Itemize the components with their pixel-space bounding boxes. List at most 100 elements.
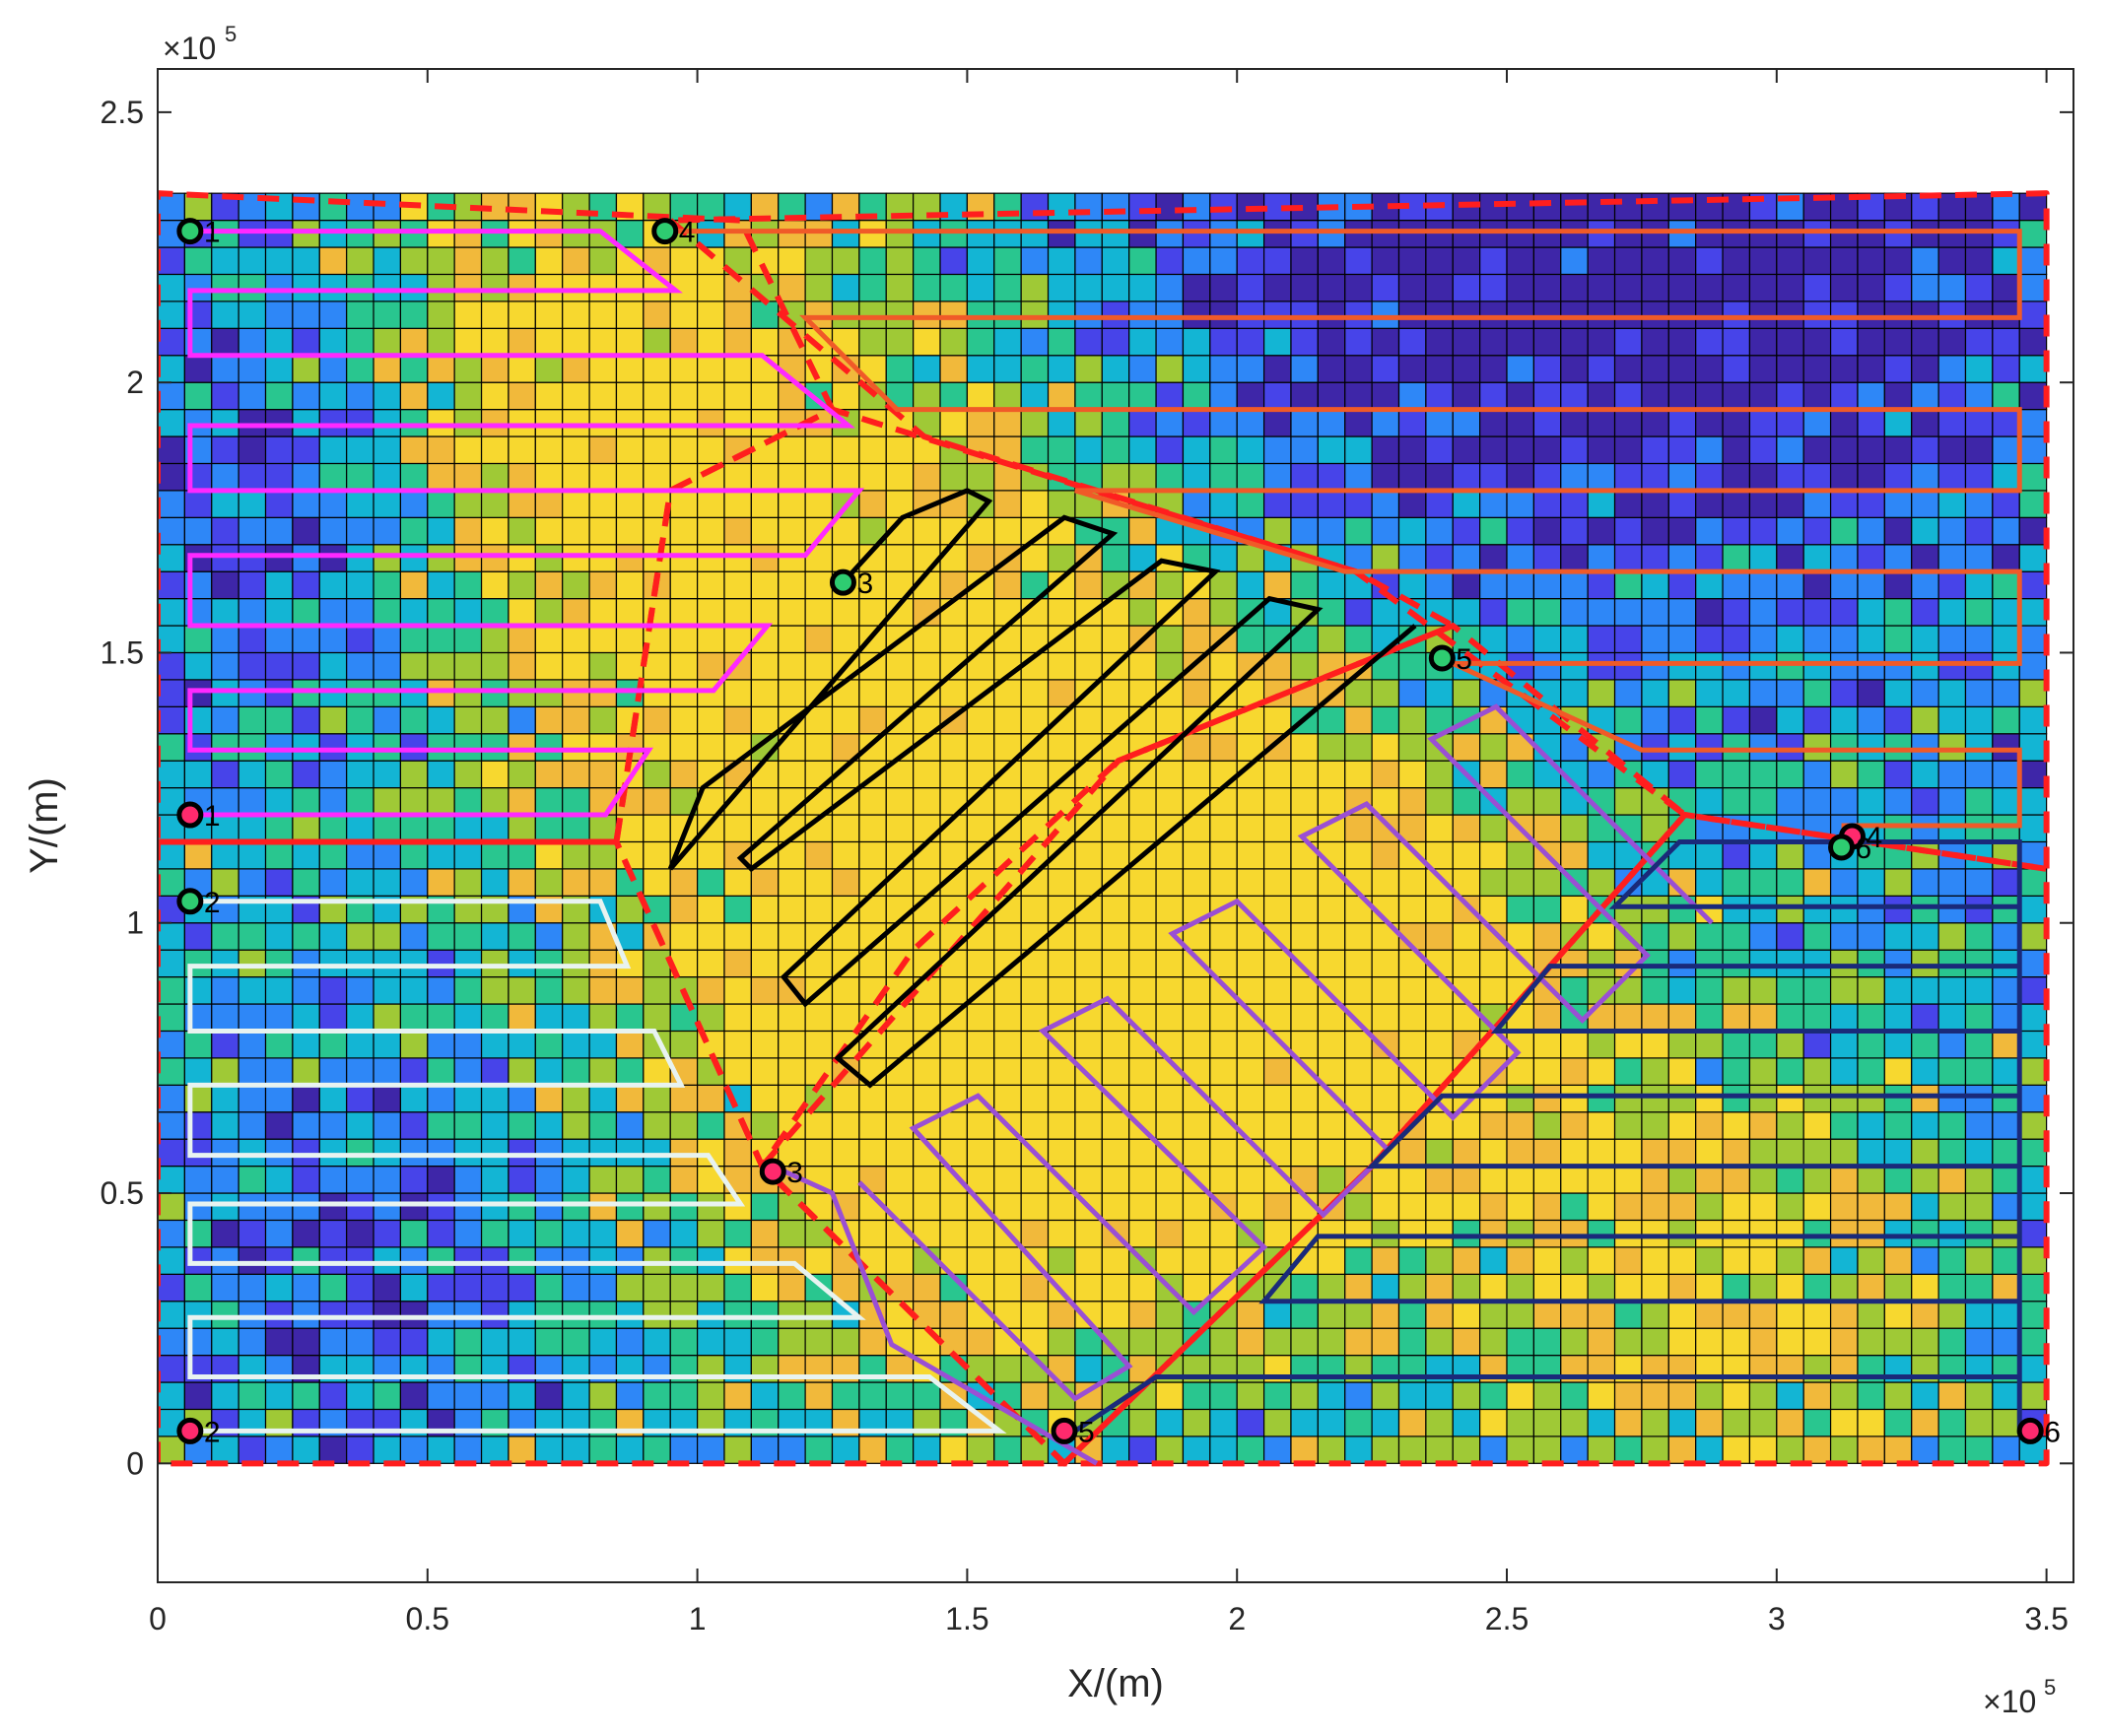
heatmap-cell <box>1317 1301 1346 1329</box>
heatmap-cell <box>1479 1138 1508 1168</box>
heatmap-cell <box>318 1165 348 1194</box>
heatmap-cell <box>1047 1084 1076 1113</box>
heatmap-cell <box>966 1057 995 1086</box>
heatmap-cell <box>1397 273 1427 302</box>
heatmap-cell <box>1262 922 1292 951</box>
heatmap-cell <box>966 1246 995 1275</box>
heatmap-cell <box>1262 1084 1292 1113</box>
heatmap-cell <box>1776 949 1804 978</box>
heatmap-cell <box>1425 1327 1454 1357</box>
heatmap-cell <box>346 1219 374 1248</box>
heatmap-cell <box>939 300 969 329</box>
heatmap-cell <box>2018 1381 2048 1411</box>
heatmap-cell <box>1317 435 1346 465</box>
heatmap-cell <box>346 1301 374 1329</box>
heatmap-cell <box>373 1138 402 1168</box>
heatmap-cell <box>1829 381 1859 411</box>
heatmap-cell <box>778 1436 806 1464</box>
heatmap-cell <box>1182 1219 1211 1248</box>
heatmap-cell <box>318 1111 348 1140</box>
heatmap-cell <box>1020 192 1050 222</box>
heatmap-cell <box>534 868 564 897</box>
heatmap-cell <box>1262 1057 1292 1086</box>
heatmap-cell <box>1857 733 1885 762</box>
heatmap-cell <box>1479 327 1508 357</box>
path-endpoint-marker <box>829 568 856 596</box>
heatmap-cell <box>158 1436 185 1464</box>
heatmap-cell <box>1262 949 1292 978</box>
heatmap-cell <box>1101 1273 1130 1302</box>
heatmap-cell <box>453 1057 483 1086</box>
heatmap-cell <box>1641 597 1669 627</box>
heatmap-cell <box>1937 490 1967 518</box>
heatmap-cell <box>1074 381 1103 411</box>
heatmap-cell <box>1857 1111 1885 1140</box>
heatmap-cell <box>1209 1138 1238 1168</box>
heatmap-cell <box>1560 381 1589 411</box>
heatmap-cell <box>534 1030 564 1059</box>
heatmap-cell <box>804 1381 834 1411</box>
heatmap-cell <box>615 1030 645 1059</box>
path-endpoint-marker <box>176 888 204 915</box>
heatmap-cell <box>1128 1057 1157 1086</box>
heatmap-cell <box>1883 246 1913 276</box>
heatmap-cell <box>1667 1003 1697 1033</box>
heatmap-cell <box>1883 1408 1913 1437</box>
heatmap-cell <box>292 355 320 383</box>
heatmap-cell <box>346 840 374 870</box>
heatmap-cell <box>1937 1327 1967 1357</box>
heatmap-cell <box>453 705 483 735</box>
heatmap-cell <box>1452 1084 1481 1113</box>
heatmap-cell <box>1695 1084 1724 1113</box>
heatmap-cell <box>183 246 213 276</box>
heatmap-cell <box>1128 814 1157 843</box>
heatmap-cell <box>1425 544 1454 572</box>
heatmap-cell <box>1722 220 1751 248</box>
heatmap-cell <box>1695 1408 1724 1437</box>
heatmap-cell <box>1182 1138 1211 1168</box>
heatmap-cell <box>1937 355 1967 383</box>
heatmap-cell <box>264 327 294 357</box>
heatmap-cell <box>750 1273 780 1302</box>
heatmap-cell <box>1964 949 1994 978</box>
heatmap-cell <box>1667 490 1697 518</box>
heatmap-cell <box>373 1219 402 1248</box>
heatmap-cell <box>508 273 536 302</box>
heatmap-cell <box>399 733 429 762</box>
heatmap-cell <box>1371 1436 1400 1464</box>
heatmap-cell <box>1074 651 1103 681</box>
heatmap-cell <box>1425 922 1454 951</box>
heatmap-cell <box>615 1138 645 1168</box>
heatmap-cell <box>588 760 618 789</box>
heatmap-cell <box>1613 381 1643 411</box>
heatmap-cell <box>1802 733 1832 762</box>
heatmap-cell <box>1964 1084 1994 1113</box>
heatmap-cell <box>1532 246 1562 276</box>
heatmap-cell <box>804 1436 834 1464</box>
heatmap-cell <box>1695 597 1724 627</box>
heatmap-cell <box>1047 409 1076 437</box>
heatmap-cell <box>1829 625 1859 654</box>
heatmap-cell <box>1047 895 1076 924</box>
heatmap-cell <box>1883 1138 1913 1168</box>
heatmap-cell <box>158 1165 185 1194</box>
heatmap-cell <box>669 409 699 437</box>
heatmap-cell <box>1829 597 1859 627</box>
heatmap-cell <box>453 733 483 762</box>
heatmap-cell <box>1802 1219 1832 1248</box>
heatmap-cell <box>158 1327 185 1357</box>
heatmap-cell <box>508 1246 536 1275</box>
heatmap-cell <box>1992 651 2020 681</box>
heatmap-cell <box>1857 1057 1885 1086</box>
heatmap-cell <box>1695 220 1724 248</box>
heatmap-cell <box>1262 300 1292 329</box>
heatmap-cell <box>373 516 402 546</box>
heatmap-cell <box>1371 814 1400 843</box>
heatmap-cell <box>1857 949 1885 978</box>
path-endpoint-marker <box>2016 1417 2044 1444</box>
heatmap-cell <box>427 814 455 843</box>
heatmap-cell <box>858 705 887 735</box>
heatmap-cell <box>373 760 402 789</box>
heatmap-cell <box>1452 1381 1481 1411</box>
heatmap-cell <box>318 327 348 357</box>
